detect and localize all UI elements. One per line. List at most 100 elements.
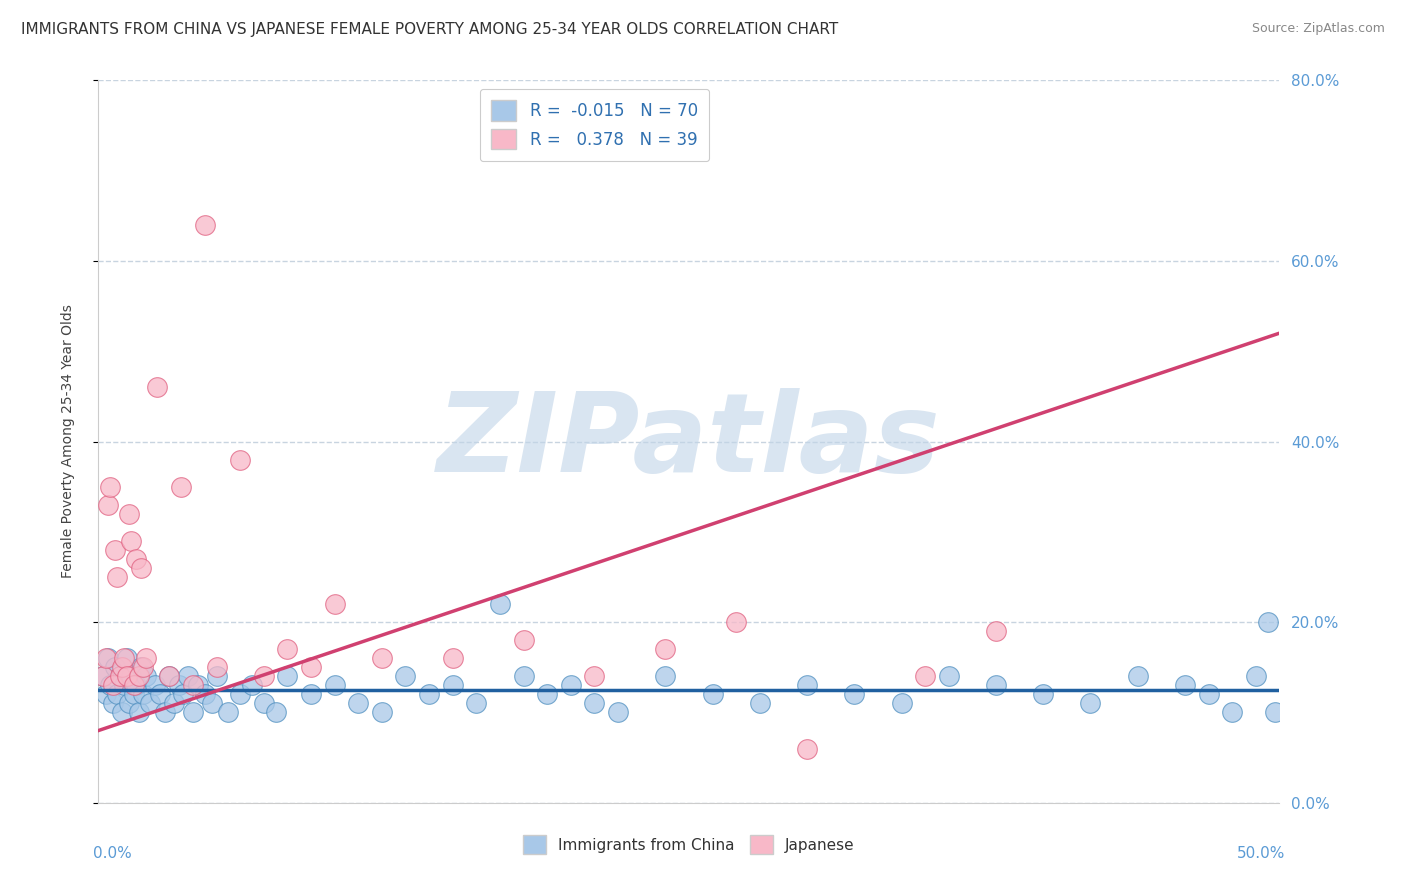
Point — [139, 697, 162, 711]
Point — [607, 706, 630, 720]
Point — [240, 678, 263, 692]
Point — [98, 480, 121, 494]
Point — [181, 706, 204, 720]
Point — [890, 697, 912, 711]
Point — [512, 633, 534, 648]
Point — [104, 542, 127, 557]
Point — [122, 687, 145, 701]
Point — [111, 706, 134, 720]
Point — [177, 669, 200, 683]
Point — [796, 741, 818, 756]
Point — [323, 597, 346, 611]
Point — [91, 669, 114, 683]
Point — [91, 669, 114, 683]
Point — [1080, 697, 1102, 711]
Point — [194, 218, 217, 232]
Point — [149, 687, 172, 701]
Point — [299, 687, 322, 701]
Point — [157, 669, 180, 683]
Point — [143, 678, 166, 692]
Point — [702, 687, 724, 701]
Point — [122, 678, 145, 692]
Point — [98, 678, 121, 692]
Point — [94, 687, 117, 701]
Y-axis label: Female Poverty Among 25-34 Year Olds: Female Poverty Among 25-34 Year Olds — [60, 304, 75, 579]
Point — [129, 660, 152, 674]
Point — [125, 552, 148, 566]
Point — [94, 651, 117, 665]
Point — [253, 669, 276, 683]
Point — [276, 669, 298, 683]
Point — [121, 669, 143, 683]
Point — [125, 678, 148, 692]
Point — [1198, 687, 1220, 701]
Point — [97, 498, 120, 512]
Point — [441, 678, 464, 692]
Point — [112, 651, 135, 665]
Point — [118, 697, 141, 711]
Point — [128, 669, 150, 683]
Point — [489, 597, 512, 611]
Point — [217, 706, 239, 720]
Point — [172, 687, 194, 701]
Point — [194, 687, 217, 701]
Point — [1257, 615, 1279, 630]
Point — [132, 660, 155, 674]
Point — [105, 570, 128, 584]
Point — [1264, 706, 1286, 720]
Point — [111, 660, 134, 674]
Point — [1126, 669, 1149, 683]
Point — [276, 642, 298, 657]
Point — [205, 669, 228, 683]
Point — [101, 697, 124, 711]
Point — [170, 480, 193, 494]
Point — [654, 669, 676, 683]
Point — [264, 706, 287, 720]
Point — [536, 687, 558, 701]
Point — [146, 380, 169, 394]
Point — [205, 660, 228, 674]
Point — [157, 669, 180, 683]
Point — [725, 615, 748, 630]
Point — [128, 706, 150, 720]
Point — [748, 697, 770, 711]
Point — [153, 706, 176, 720]
Point — [229, 452, 252, 467]
Text: 50.0%: 50.0% — [1237, 847, 1285, 861]
Point — [97, 651, 120, 665]
Point — [984, 624, 1007, 639]
Point — [371, 706, 394, 720]
Point — [105, 687, 128, 701]
Point — [347, 697, 370, 711]
Point — [132, 687, 155, 701]
Point — [512, 669, 534, 683]
Point — [121, 533, 143, 548]
Point — [844, 687, 866, 701]
Point — [108, 669, 131, 683]
Text: 0.0%: 0.0% — [93, 847, 131, 861]
Point — [104, 660, 127, 674]
Point — [167, 678, 190, 692]
Point — [323, 678, 346, 692]
Point — [135, 651, 157, 665]
Point — [796, 678, 818, 692]
Point — [108, 669, 131, 683]
Point — [1032, 687, 1054, 701]
Point — [465, 697, 488, 711]
Point — [914, 669, 936, 683]
Point — [118, 507, 141, 521]
Point — [441, 651, 464, 665]
Point — [129, 561, 152, 575]
Point — [135, 669, 157, 683]
Text: IMMIGRANTS FROM CHINA VS JAPANESE FEMALE POVERTY AMONG 25-34 YEAR OLDS CORRELATI: IMMIGRANTS FROM CHINA VS JAPANESE FEMALE… — [21, 22, 838, 37]
Point — [112, 678, 135, 692]
Legend: Immigrants from China, Japanese: Immigrants from China, Japanese — [517, 830, 860, 860]
Point — [938, 669, 960, 683]
Point — [187, 678, 209, 692]
Point — [984, 678, 1007, 692]
Point — [560, 678, 582, 692]
Point — [101, 678, 124, 692]
Point — [253, 697, 276, 711]
Point — [299, 660, 322, 674]
Point — [115, 651, 138, 665]
